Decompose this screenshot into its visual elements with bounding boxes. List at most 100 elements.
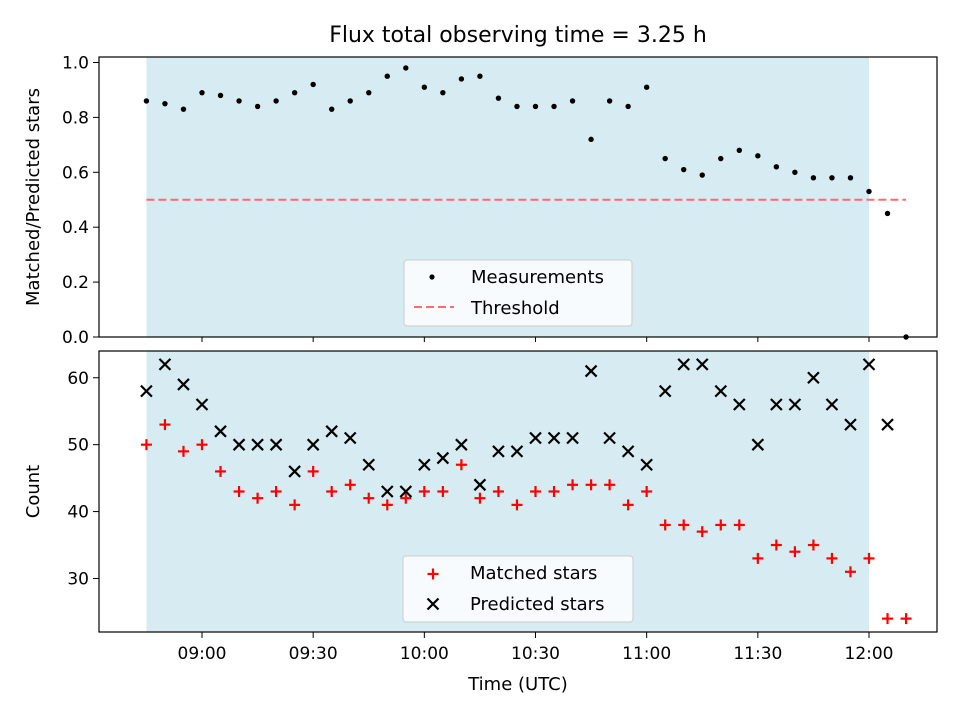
legend-predicted-label: Predicted stars [470,594,604,615]
matched-star-point [326,486,338,497]
bottom-y-tick-label: 40 [67,503,89,523]
matched-star-point [177,445,189,457]
predicted-star-point [492,445,505,458]
matched-star-point [289,499,301,511]
predicted-star-point [862,358,876,371]
measurement-point [236,98,242,104]
predicted-star-point [881,418,894,431]
predicted-star-point-b [770,398,783,411]
measurement-point [421,84,428,90]
predicted-star-point-b [603,431,616,445]
x-tick-label: 12:00 [845,644,894,664]
predicted-star-point-b [232,438,246,451]
x-tick-label: 09:00 [178,644,227,664]
predicted-star-point-b [158,358,172,371]
matched-star-point [844,566,856,578]
top-plot-marks [143,65,909,340]
predicted-star-point [158,358,172,371]
matched-star-point [418,486,430,497]
measurement-point [532,103,539,110]
measurement-point [199,89,205,96]
top-y-tick-label: 0.6 [62,163,89,183]
top-y-ticks: 0.0 0.2 0.4 0.6 0.8 1.0 [62,53,99,348]
predicted-star-point-b [269,438,283,451]
legend-predicted-marker [426,597,440,611]
matched-star-point [307,465,319,477]
predicted-star-point [214,425,227,438]
bottom-plot-marks [140,358,912,625]
matched-star-point [344,479,356,491]
measurement-point [755,153,761,159]
predicted-star-point-b [343,431,357,445]
matched-star-point [807,539,819,551]
top-y-tick-label: 1.0 [62,53,89,73]
measurement-point [366,89,372,96]
measurement-point [310,81,316,88]
predicted-star-point-b [677,358,691,371]
matched-star-point [733,519,745,531]
measurement-point [866,188,872,195]
predicted-star-point [658,384,672,398]
measurement-point [217,92,224,99]
predicted-star-point [640,458,653,472]
measurement-point [143,98,150,104]
predicted-star-point [436,451,450,465]
bottom-y-tick-label: 50 [67,436,89,456]
measurement-point [384,73,390,79]
predicted-star-point [177,378,190,391]
predicted-star-point [566,431,579,445]
matched-star-point [455,459,467,471]
measurement-point [792,169,798,175]
measurement-point [588,136,594,143]
top-legend-box [403,259,633,327]
measurement-point [328,106,335,112]
measurement-point [625,103,631,110]
predicted-star-point-b [455,438,468,451]
predicted-star-point [343,431,357,445]
predicted-star-point [603,431,616,445]
measurement-point [847,175,854,181]
bottom-y-tick-label: 60 [67,369,89,389]
predicted-star-point-b [510,445,524,458]
predicted-star-point-b [658,384,672,398]
bottom-x-ticks: 09:00 09:30 10:00 10:30 11:00 11:30 12:00 [178,632,894,664]
matched-star-point [789,546,801,558]
predicted-star-point-b [547,431,561,445]
matched-star-point [641,486,653,497]
measurement-point [884,210,891,217]
predicted-star-point [288,465,301,478]
measurement-point [291,89,298,96]
measurement-point [736,147,743,154]
predicted-star-point-b [844,418,857,431]
predicted-star-point [140,384,153,398]
matched-star-point [604,479,616,491]
predicted-star-point-b [714,384,728,398]
measurement-point [829,175,835,181]
predicted-star-point-b [695,358,709,371]
matched-star-point [196,439,208,451]
x-tick-label: 11:30 [733,644,782,664]
x-tick-label: 10:00 [400,644,449,664]
matched-star-point [511,499,523,511]
legend-matched-label: Matched stars [470,563,597,584]
matched-star-point [678,519,690,531]
legend-matched-marker [427,568,439,580]
predicted-star-point [251,438,264,451]
top-x-ticks [201,337,870,342]
matched-star-point [752,552,764,564]
measurement-point [606,98,613,104]
x-axis-label: Time (UTC) [467,674,568,695]
measurement-point [718,155,724,162]
top-y-tick-label: 0.8 [62,108,89,128]
predicted-star-point [232,438,246,451]
legend-matched-glyph [427,568,439,580]
x-tick-label: 10:30 [511,644,560,664]
predicted-star-point [751,438,765,451]
top-panel: 0.0 0.2 0.4 0.6 0.8 1.0 Flux total observing … [23,23,938,348]
predicted-star-point-b [640,458,653,472]
bottom-y-axis-label: Count [23,465,44,518]
matched-star-point [567,479,579,491]
predicted-star-point [621,445,635,458]
predicted-star-point-b [733,398,746,411]
legend-predicted-glyph [426,597,440,611]
